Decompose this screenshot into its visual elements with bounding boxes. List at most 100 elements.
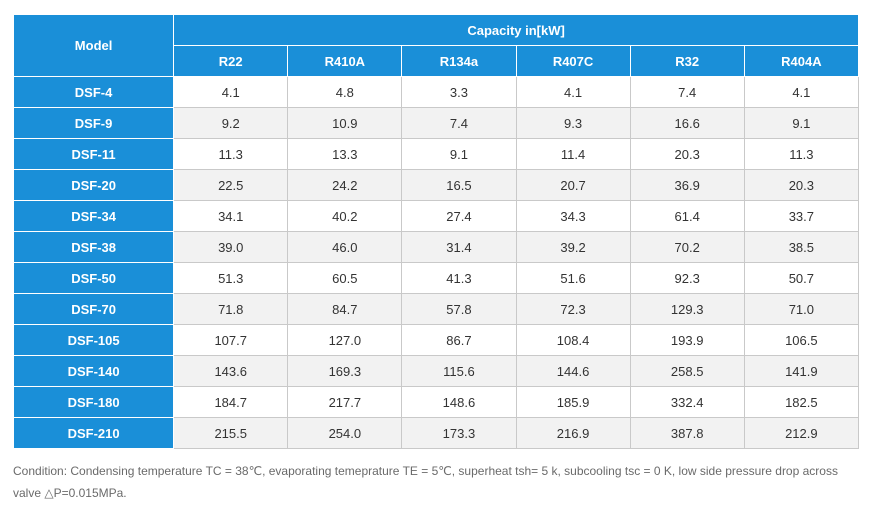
capacity-cell: 60.5 bbox=[287, 262, 403, 294]
capacity-cell: 141.9 bbox=[743, 355, 860, 387]
capacity-cell: 193.9 bbox=[629, 324, 745, 356]
capacity-cell: 7.4 bbox=[629, 76, 745, 108]
capacity-cell: 9.1 bbox=[401, 138, 517, 170]
table-row: DSF-70 71.8 84.7 57.8 72.3 129.3 71.0 bbox=[12, 293, 860, 325]
capacity-cell: 20.3 bbox=[629, 138, 745, 170]
table-row: DSF-11 11.3 13.3 9.1 11.4 20.3 11.3 bbox=[12, 138, 860, 170]
model-cell: DSF-11 bbox=[12, 138, 175, 170]
capacity-cell: 129.3 bbox=[629, 293, 745, 325]
model-cell: DSF-9 bbox=[12, 107, 175, 139]
model-cell: DSF-20 bbox=[12, 169, 175, 201]
capacity-cell: 50.7 bbox=[743, 262, 860, 294]
capacity-cell: 34.1 bbox=[173, 200, 289, 232]
capacity-cell: 115.6 bbox=[401, 355, 517, 387]
capacity-cell: 107.7 bbox=[173, 324, 289, 356]
capacity-cell: 9.1 bbox=[743, 107, 860, 139]
refrigerant-header: R32 bbox=[629, 45, 745, 77]
table-row: DSF-9 9.2 10.9 7.4 9.3 16.6 9.1 bbox=[12, 107, 860, 139]
capacity-cell: 185.9 bbox=[515, 386, 631, 418]
refrigerant-header: R134a bbox=[401, 45, 517, 77]
capacity-cell: 51.6 bbox=[515, 262, 631, 294]
capacity-cell: 7.4 bbox=[401, 107, 517, 139]
capacity-cell: 254.0 bbox=[287, 417, 403, 449]
capacity-cell: 92.3 bbox=[629, 262, 745, 294]
capacity-cell: 51.3 bbox=[173, 262, 289, 294]
capacity-cell: 212.9 bbox=[743, 417, 860, 449]
capacity-cell: 387.8 bbox=[629, 417, 745, 449]
capacity-cell: 11.4 bbox=[515, 138, 631, 170]
model-cell: DSF-140 bbox=[12, 355, 175, 387]
table-row: DSF-38 39.0 46.0 31.4 39.2 70.2 38.5 bbox=[12, 231, 860, 263]
table-row: DSF-4 4.1 4.8 3.3 4.1 7.4 4.1 bbox=[12, 76, 860, 108]
capacity-cell: 3.3 bbox=[401, 76, 517, 108]
capacity-cell: 184.7 bbox=[173, 386, 289, 418]
capacity-cell: 33.7 bbox=[743, 200, 860, 232]
capacity-cell: 9.3 bbox=[515, 107, 631, 139]
refrigerant-header: R410A bbox=[287, 45, 403, 77]
capacity-cell: 127.0 bbox=[287, 324, 403, 356]
table-header: Model Capacity in[kW] R22 R410A R134a R407C… bbox=[12, 14, 860, 77]
capacity-cell: 46.0 bbox=[287, 231, 403, 263]
table-row: DSF-34 34.1 40.2 27.4 34.3 61.4 33.7 bbox=[12, 200, 860, 232]
capacity-cell: 4.8 bbox=[287, 76, 403, 108]
capacity-cell: 216.9 bbox=[515, 417, 631, 449]
table-row: DSF-140 143.6 169.3 115.6 144.6 258.5 141.9 bbox=[12, 355, 860, 387]
capacity-cell: 22.5 bbox=[173, 169, 289, 201]
model-cell: DSF-50 bbox=[12, 262, 175, 294]
capacity-cell: 10.9 bbox=[287, 107, 403, 139]
model-cell: DSF-105 bbox=[12, 324, 175, 356]
capacity-cell: 61.4 bbox=[629, 200, 745, 232]
capacity-cell: 9.2 bbox=[173, 107, 289, 139]
capacity-cell: 57.8 bbox=[401, 293, 517, 325]
capacity-cell: 36.9 bbox=[629, 169, 745, 201]
condition-note: Condition: Condensing temperature TC = 3… bbox=[13, 464, 838, 500]
capacity-cell: 39.2 bbox=[515, 231, 631, 263]
model-cell: DSF-210 bbox=[12, 417, 175, 449]
capacity-cell: 41.3 bbox=[401, 262, 517, 294]
capacity-cell: 11.3 bbox=[173, 138, 289, 170]
refrigerant-header: R22 bbox=[173, 45, 289, 77]
capacity-column-header: Capacity in[kW] bbox=[173, 14, 859, 46]
capacity-cell: 182.5 bbox=[743, 386, 860, 418]
refrigerant-header: R407C bbox=[515, 45, 631, 77]
model-cell: DSF-4 bbox=[12, 76, 175, 108]
capacity-cell: 86.7 bbox=[401, 324, 517, 356]
capacity-cell: 20.7 bbox=[515, 169, 631, 201]
table-row: DSF-210 215.5 254.0 173.3 216.9 387.8 212.9 bbox=[12, 417, 860, 449]
capacity-cell: 16.6 bbox=[629, 107, 745, 139]
capacity-cell: 40.2 bbox=[287, 200, 403, 232]
capacity-cell: 71.0 bbox=[743, 293, 860, 325]
capacity-cell: 13.3 bbox=[287, 138, 403, 170]
capacity-cell: 217.7 bbox=[287, 386, 403, 418]
capacity-table: Model Capacity in[kW] R22 R410A R134a R407C… bbox=[12, 14, 860, 449]
table-row: DSF-105 107.7 127.0 86.7 108.4 193.9 106.5 bbox=[12, 324, 860, 356]
capacity-cell: 148.6 bbox=[401, 386, 517, 418]
capacity-cell: 71.8 bbox=[173, 293, 289, 325]
model-cell: DSF-34 bbox=[12, 200, 175, 232]
capacity-cell: 24.2 bbox=[287, 169, 403, 201]
capacity-cell: 215.5 bbox=[173, 417, 289, 449]
table-body: DSF-4 4.1 4.8 3.3 4.1 7.4 4.1 DSF-9 9.2 10.9 7.4 9.… bbox=[12, 76, 860, 449]
capacity-cell: 38.5 bbox=[743, 231, 860, 263]
capacity-cell: 106.5 bbox=[743, 324, 860, 356]
capacity-cell: 4.1 bbox=[743, 76, 860, 108]
model-cell: DSF-180 bbox=[12, 386, 175, 418]
capacity-cell: 72.3 bbox=[515, 293, 631, 325]
table-row: DSF-180 184.7 217.7 148.6 185.9 332.4 182.5 bbox=[12, 386, 860, 418]
capacity-cell: 39.0 bbox=[173, 231, 289, 263]
table-row: DSF-20 22.5 24.2 16.5 20.7 36.9 20.3 bbox=[12, 169, 860, 201]
capacity-cell: 34.3 bbox=[515, 200, 631, 232]
capacity-cell: 173.3 bbox=[401, 417, 517, 449]
capacity-cell: 16.5 bbox=[401, 169, 517, 201]
capacity-cell: 332.4 bbox=[629, 386, 745, 418]
capacity-cell: 31.4 bbox=[401, 231, 517, 263]
capacity-cell: 27.4 bbox=[401, 200, 517, 232]
capacity-cell: 11.3 bbox=[743, 138, 860, 170]
model-cell: DSF-70 bbox=[12, 293, 175, 325]
table-row: DSF-50 51.3 60.5 41.3 51.6 92.3 50.7 bbox=[12, 262, 860, 294]
capacity-cell: 20.3 bbox=[743, 169, 860, 201]
refrigerant-header-row: R22 R410A R134a R407C R32 R404A bbox=[14, 45, 860, 77]
capacity-cell: 143.6 bbox=[173, 355, 289, 387]
capacity-cell: 84.7 bbox=[287, 293, 403, 325]
refrigerant-header: R404A bbox=[743, 45, 860, 77]
